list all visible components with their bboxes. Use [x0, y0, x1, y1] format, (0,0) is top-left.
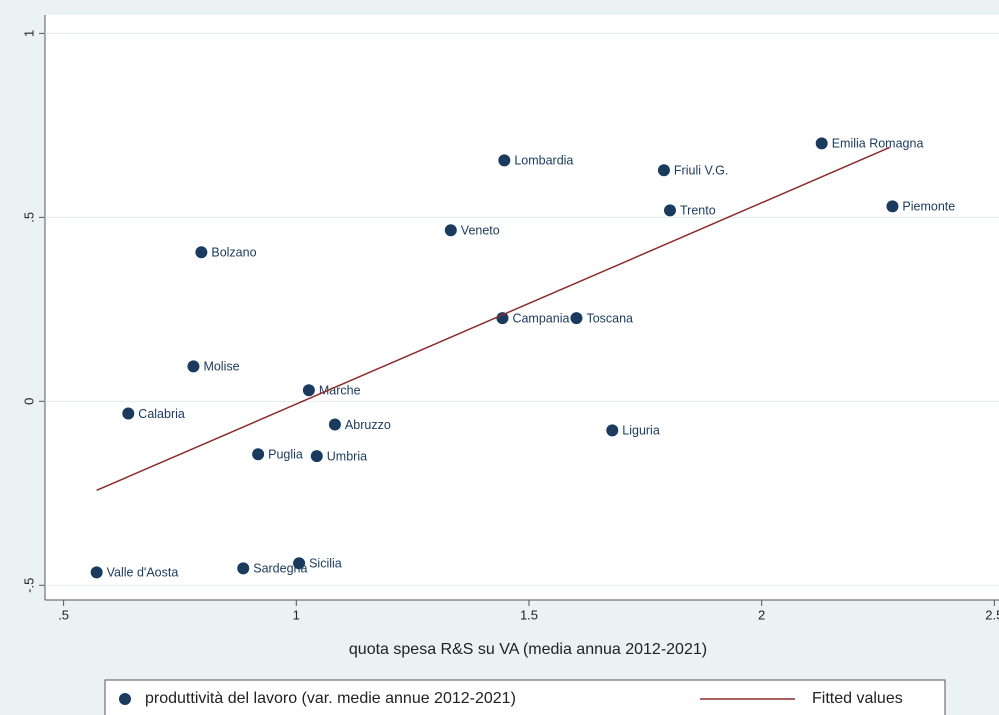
legend-label: produttività del lavoro (var. medie annu…: [145, 690, 516, 707]
point-label: Marche: [319, 384, 361, 398]
point: [252, 448, 265, 461]
point-label: Valle d'Aosta: [107, 566, 179, 580]
point-label: Calabria: [138, 407, 185, 421]
y-tick-label: .5: [21, 212, 36, 223]
point-label: Umbria: [327, 449, 367, 463]
point: [195, 246, 208, 259]
point-label: Emilia Romagna: [832, 137, 924, 151]
x-tick-label: 1: [293, 607, 300, 622]
x-tick-label: .5: [58, 607, 69, 622]
point-label: Campania: [512, 311, 569, 325]
y-tick-label: 1: [21, 30, 36, 37]
point: [187, 360, 200, 373]
point: [496, 312, 509, 325]
x-tick-label: 1.5: [520, 607, 538, 622]
point-label: Puglia: [268, 448, 303, 462]
legend-box: [104, 679, 946, 715]
point: [657, 164, 670, 177]
point-label: Molise: [203, 360, 239, 374]
legend-label: Fitted values: [812, 690, 903, 707]
point: [444, 224, 457, 237]
point-label: Liguria: [622, 424, 660, 438]
point-label: Piemonte: [902, 200, 955, 214]
plot-area: [45, 15, 999, 600]
point: [237, 562, 250, 575]
point-label: Friuli V.G.: [674, 164, 728, 178]
point: [90, 566, 103, 579]
point: [886, 200, 899, 213]
point: [498, 154, 511, 167]
point: [328, 418, 341, 431]
point-label: Veneto: [461, 224, 500, 238]
point: [570, 312, 583, 325]
legend-marker: [119, 693, 131, 705]
point: [310, 450, 323, 463]
point-label: Sicilia: [309, 557, 342, 571]
point: [815, 137, 828, 150]
point-label: Bolzano: [211, 246, 256, 260]
point-label: Trento: [680, 204, 716, 218]
x-tick-label: 2: [758, 607, 765, 622]
point: [663, 204, 676, 217]
point: [606, 424, 619, 437]
point-label: Toscana: [586, 311, 633, 325]
point-label: Abruzzo: [345, 418, 391, 432]
fitted-line: [96, 146, 890, 492]
y-tick-label: 0: [21, 398, 36, 405]
point: [293, 557, 306, 570]
point: [302, 384, 315, 397]
point: [122, 407, 135, 420]
x-axis-title: quota spesa R&S su VA (media annua 2012-…: [349, 641, 707, 658]
y-tick-label: -.5: [21, 578, 36, 593]
point-label: Lombardia: [514, 154, 573, 168]
x-tick-label: 2.5: [985, 607, 999, 622]
